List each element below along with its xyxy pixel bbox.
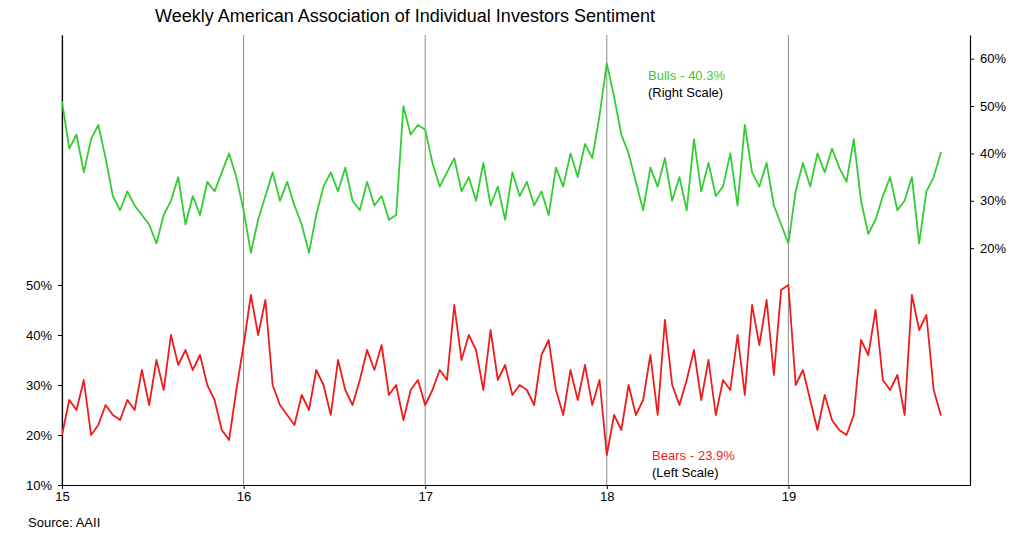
title: Weekly American Association of Individua… bbox=[155, 6, 655, 26]
tick-label: 20% bbox=[980, 241, 1006, 256]
tick: 50% bbox=[970, 99, 1006, 114]
series-line bbox=[62, 63, 941, 252]
y2-axis: 20% 30% 40% 50% 60% bbox=[970, 36, 1006, 486]
tick: 19 bbox=[782, 485, 796, 504]
tick-mark bbox=[970, 248, 974, 249]
tick: 20% bbox=[970, 241, 1006, 256]
tick: 15 bbox=[55, 485, 69, 504]
axis-line bbox=[63, 485, 971, 486]
tick-mark bbox=[970, 106, 974, 107]
tick-label: 30% bbox=[980, 193, 1006, 208]
annotation-value: - 23.9% bbox=[690, 448, 735, 463]
tick-mark bbox=[970, 201, 974, 202]
tick: 17 bbox=[418, 485, 432, 504]
annotation-scale: (Left Scale) bbox=[652, 465, 718, 480]
source: Source: AAII bbox=[28, 515, 100, 530]
tick-label: 50% bbox=[26, 278, 52, 293]
annotation-name: Bulls bbox=[648, 68, 677, 83]
tick: 30% bbox=[26, 378, 62, 393]
tick-mark bbox=[58, 435, 62, 436]
tick: 20% bbox=[26, 428, 62, 443]
tick: 10% bbox=[26, 478, 62, 493]
annotation: Bears - 23.9% bbox=[652, 448, 735, 463]
y-axis: 10% 20% 30% 40% 50% bbox=[26, 36, 63, 493]
grid-line bbox=[243, 35, 244, 485]
tick: 40% bbox=[26, 328, 62, 343]
plot-area bbox=[62, 63, 941, 455]
tick: 50% bbox=[26, 278, 62, 293]
tick: 18 bbox=[600, 485, 614, 504]
tick: 60% bbox=[970, 51, 1006, 66]
tick-label: 19 bbox=[782, 489, 796, 504]
annotation: Bulls- 40.3% bbox=[648, 68, 725, 83]
series-line bbox=[62, 285, 941, 455]
tick-mark bbox=[58, 385, 62, 386]
tick-label: 15 bbox=[55, 489, 69, 504]
tick-label: 18 bbox=[600, 489, 614, 504]
annotation-value: - 40.3% bbox=[680, 68, 725, 83]
x-axis: 15 16 17 18 19 bbox=[55, 485, 970, 504]
tick-mark bbox=[58, 485, 62, 486]
tick: 40% bbox=[970, 146, 1006, 161]
tick-mark bbox=[58, 335, 62, 336]
tick: 30% bbox=[970, 193, 1006, 208]
grid-line bbox=[606, 35, 607, 485]
axis-line bbox=[970, 36, 971, 486]
tick-label: 30% bbox=[26, 378, 52, 393]
tick: 16 bbox=[237, 485, 251, 504]
grid-line bbox=[425, 35, 426, 485]
tick-label: 40% bbox=[26, 328, 52, 343]
annotation-scale: (Right Scale) bbox=[648, 85, 723, 100]
tick-mark bbox=[58, 285, 62, 286]
annotation-name: Bears bbox=[652, 448, 686, 463]
tick-mark bbox=[970, 59, 974, 60]
tick-label: 16 bbox=[237, 489, 251, 504]
tick-label: 50% bbox=[980, 99, 1006, 114]
tick-label: 60% bbox=[980, 51, 1006, 66]
tick-label: 40% bbox=[980, 146, 1006, 161]
tick-label: 17 bbox=[418, 489, 432, 504]
grid-line bbox=[788, 35, 789, 485]
grid bbox=[62, 35, 788, 485]
tick-label: 10% bbox=[26, 478, 52, 493]
tick-label: 20% bbox=[26, 428, 52, 443]
tick-mark bbox=[970, 153, 974, 154]
chart: 15 16 17 18 19 10% 20% 30% 40% 50% 20% 30% 40% 50% 60%… bbox=[0, 0, 1024, 537]
